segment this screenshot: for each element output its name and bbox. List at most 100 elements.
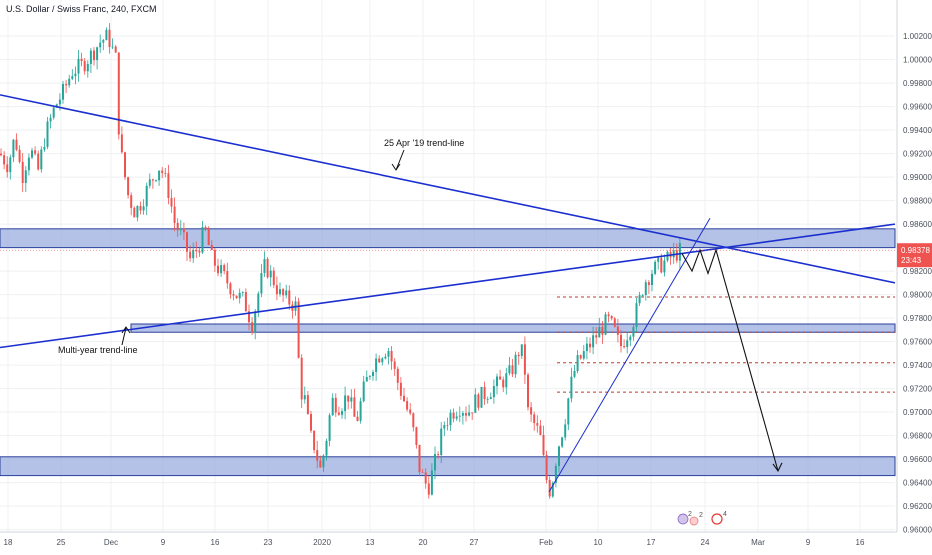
candle-body	[260, 273, 263, 294]
candle-body	[334, 397, 337, 413]
candle-body	[319, 460, 322, 468]
candle-body	[31, 150, 33, 158]
candle-body	[579, 355, 582, 359]
candle-body	[201, 227, 204, 253]
candle-body	[288, 290, 291, 305]
candle-body	[83, 61, 86, 72]
candle-body	[573, 370, 576, 377]
candle-body	[629, 336, 632, 341]
x-tick-label: 16	[211, 538, 220, 547]
candle-body	[672, 250, 675, 258]
candle-body	[632, 327, 635, 337]
candle-body	[130, 195, 133, 208]
resistance-zone	[0, 228, 896, 249]
candle-body	[195, 249, 198, 252]
candle-body	[424, 472, 427, 484]
candle-body	[542, 434, 545, 455]
candle-body	[647, 282, 650, 286]
y-tick-label: 0.96800	[903, 432, 932, 441]
candle-body	[133, 207, 136, 218]
candle-body	[458, 415, 461, 417]
x-tick-label: 2020	[313, 538, 331, 547]
candle-body	[675, 250, 678, 261]
x-tick-label: 13	[366, 538, 375, 547]
candle-body	[545, 454, 548, 480]
candle-body	[623, 346, 626, 348]
candle-body	[527, 374, 529, 408]
candle-body	[375, 358, 378, 372]
candle-body	[443, 425, 446, 429]
x-tick-label: Feb	[539, 538, 553, 547]
candles-layer	[0, 23, 681, 499]
candle-body	[52, 107, 55, 118]
event-alert-count: 4	[723, 511, 727, 518]
candle-body	[176, 222, 179, 231]
candle-body	[310, 413, 312, 431]
candle-body	[40, 149, 43, 170]
price-badge-value: 0.98378	[901, 246, 930, 255]
x-tick-label: 24	[701, 538, 710, 547]
candle-body	[263, 258, 266, 274]
candle-body	[663, 260, 666, 273]
x-tick-label: 9	[161, 538, 166, 547]
candle-body	[607, 314, 610, 317]
candle-body	[589, 343, 591, 348]
candle-body	[328, 415, 331, 441]
candle-body	[15, 139, 18, 150]
candle-body	[111, 46, 114, 48]
event-flag-icon-2	[689, 516, 699, 526]
candle-body	[399, 382, 402, 396]
candle-body	[158, 170, 161, 181]
candle-body	[412, 413, 415, 428]
candle-body	[465, 413, 467, 416]
candle-body	[235, 295, 238, 299]
candle-body	[387, 350, 390, 357]
candle-body	[558, 446, 560, 466]
candle-body	[372, 371, 374, 377]
annotation-arrow-2	[121, 326, 131, 346]
candle-body	[306, 395, 309, 414]
candle-body	[554, 465, 557, 483]
candle-body	[316, 450, 319, 461]
candle-body	[244, 292, 247, 312]
candle-body	[381, 358, 384, 363]
candle-body	[0, 153, 2, 156]
mid-support-zone	[130, 323, 896, 333]
candle-body	[496, 376, 498, 387]
candle-body	[108, 29, 111, 48]
candle-body	[620, 334, 622, 347]
y-tick-label: 0.96400	[903, 479, 932, 488]
y-tick-label: 0.97200	[903, 385, 932, 394]
candle-body	[77, 58, 80, 74]
candle-body	[638, 295, 641, 304]
y-tick-label: 0.98200	[903, 267, 932, 276]
candle-body	[220, 265, 223, 274]
zones-layer	[0, 228, 896, 477]
candle-body	[350, 397, 353, 402]
candle-body	[483, 386, 486, 400]
candle-body	[223, 265, 226, 272]
candle-body	[480, 386, 483, 408]
candle-body	[561, 437, 564, 447]
candle-body	[248, 311, 250, 323]
candle-body	[626, 340, 629, 348]
candle-body	[24, 170, 27, 184]
candle-body	[551, 482, 554, 497]
candle-body	[530, 407, 533, 415]
candle-body	[406, 401, 409, 410]
x-tick-label: 17	[647, 538, 656, 547]
trendlines-layer	[0, 94, 896, 493]
candle-body	[49, 117, 52, 122]
candle-body	[275, 285, 278, 295]
candle-body	[384, 356, 387, 359]
x-tick-label: 27	[470, 538, 479, 547]
trendline-feb-support	[548, 217, 711, 493]
candle-body	[93, 50, 95, 61]
candle-body	[62, 83, 64, 100]
candle-body	[254, 311, 257, 333]
candle-body	[89, 50, 92, 65]
event-flag-icon	[677, 513, 689, 525]
candle-body	[303, 395, 306, 400]
